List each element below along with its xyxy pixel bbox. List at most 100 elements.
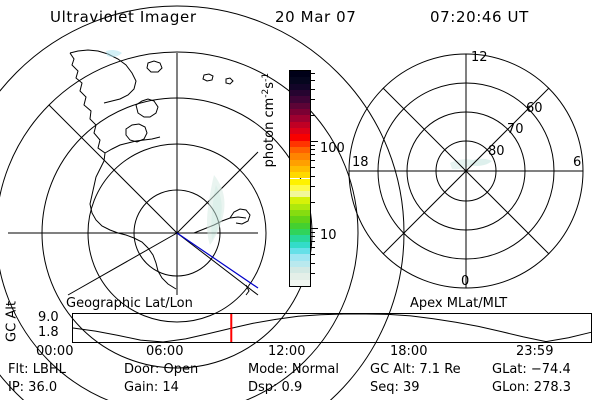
colorbar-unit-exp2: -1 <box>260 72 271 82</box>
status-door: Door: Open <box>124 362 199 377</box>
colorbar-segment <box>290 140 310 147</box>
colorbar-axis-title: photon cm-2s-1 <box>261 55 277 185</box>
colorbar-gradient <box>290 71 310 286</box>
mlt-dial-svg: 12 18 6 0 60 70 80 <box>348 50 584 289</box>
colorbar-segment <box>290 96 310 103</box>
observation-time: 07:20:46 UT <box>430 8 529 26</box>
colorbar-segment <box>290 267 310 274</box>
colorbar-tick-minor <box>311 167 315 169</box>
colorbar-tick-label-10: 10 <box>320 228 337 243</box>
colorbar-unit-main: photon cm <box>262 97 278 168</box>
colorbar-segment <box>290 102 310 109</box>
intensity-colorbar[interactable]: photon cm-2s-1 100 10 <box>258 60 345 300</box>
observation-date: 20 Mar 07 <box>275 8 357 26</box>
status-glat: GLat: −74.4 <box>492 362 571 377</box>
colorbar-segment <box>290 153 310 160</box>
colorbar-segment <box>290 178 310 185</box>
mlt-grid-spokes <box>349 54 583 288</box>
mlt-label-0: 0 <box>461 274 469 289</box>
colorbar-tick-minor <box>311 99 315 101</box>
colorbar-segment <box>290 203 310 211</box>
altitude-tick-low: 1.8 <box>38 325 59 340</box>
altitude-plot-box[interactable] <box>72 313 592 343</box>
colorbar-tick-minor <box>311 73 315 75</box>
colorbar-tick-minor <box>311 160 315 162</box>
colorbar-segment <box>290 172 310 179</box>
colorbar-segment <box>290 89 310 97</box>
coastlines <box>69 49 251 290</box>
colorbar-segment <box>290 159 310 166</box>
colorbar-swatch <box>289 70 311 287</box>
status-mode: Mode: Normal <box>248 362 339 377</box>
colorbar-tick-marks <box>311 70 319 287</box>
mlt-panel-caption: Apex MLat/MLT <box>410 296 508 311</box>
colorbar-segment <box>290 108 310 116</box>
apex-mlat-mlt-dial[interactable]: 12 18 6 0 60 70 80 <box>340 45 592 297</box>
colorbar-segment <box>290 71 310 78</box>
colorbar-segment <box>290 165 310 173</box>
status-seq: Seq: 39 <box>370 380 420 395</box>
colorbar-segment <box>290 121 310 128</box>
status-ip: IP: 36.0 <box>8 380 58 395</box>
colorbar-unit-mid: s <box>262 81 278 89</box>
mlt-label-6: 6 <box>573 155 581 170</box>
colorbar-segment <box>290 134 310 141</box>
geographic-panel-caption: Geographic Lat/Lon <box>66 296 193 311</box>
colorbar-unit-exp1: -2 <box>260 88 271 98</box>
geographic-map-svg <box>0 5 405 400</box>
colorbar-segment <box>290 248 310 255</box>
colorbar-tick-minor <box>311 273 315 275</box>
colorbar-segment <box>290 146 310 154</box>
colorbar-segment <box>290 184 310 192</box>
colorbar-tick-minor <box>311 149 315 151</box>
colorbar-segment <box>290 197 310 204</box>
colorbar-tick-major <box>311 228 318 229</box>
colorbar-segment <box>290 210 310 217</box>
altitude-trace-svg <box>72 313 592 343</box>
colorbar-segment <box>290 216 310 223</box>
orbit-altitude-section[interactable]: Geographic Lat/Lon Apex MLat/MLT GC Alt … <box>0 296 600 359</box>
colorbar-segment <box>290 229 310 236</box>
colorbar-segment <box>290 115 310 122</box>
colorbar-tick-minor <box>311 114 315 116</box>
mlt-label-12: 12 <box>471 50 488 65</box>
colorbar-tick-minor <box>311 88 315 90</box>
colorbar-segment <box>290 191 310 198</box>
colorbar-tick-minor <box>311 186 315 188</box>
colorbar-tick-minor <box>311 247 315 249</box>
colorbar-tick-minor <box>311 175 315 177</box>
colorbar-tick-minor <box>311 236 315 238</box>
colorbar-segment <box>290 235 310 242</box>
colorbar-tick-minor <box>311 231 315 233</box>
time-label-2359: 23:59 <box>516 344 554 359</box>
colorbar-segment <box>290 279 310 286</box>
mlt-label-18: 18 <box>352 155 369 170</box>
status-footer: Flt: LBHL Door: Open Mode: Normal GC Alt… <box>0 362 600 400</box>
colorbar-segment <box>290 77 310 84</box>
colorbar-tick-minor <box>311 254 315 256</box>
colorbar-segment <box>290 241 310 249</box>
colorbar-segment <box>290 273 310 280</box>
time-label-0600: 06:00 <box>146 344 184 359</box>
altitude-tick-high: 9.0 <box>38 310 59 325</box>
colorbar-segment <box>290 254 310 261</box>
header-bar: Ultraviolet Imager 20 Mar 07 07:20:46 UT <box>0 8 600 34</box>
colorbar-segment <box>290 83 310 90</box>
colorbar-segment <box>290 260 310 268</box>
geographic-polar-map[interactable] <box>0 5 405 400</box>
colorbar-tick-minor <box>311 262 315 264</box>
altitude-axis-title: GC Alt <box>4 301 20 342</box>
mlat-label-60: 60 <box>526 101 543 116</box>
colorbar-tick-major <box>311 141 318 142</box>
status-gain: Gain: 14 <box>124 380 179 395</box>
satellite-track <box>176 232 259 296</box>
geographic-graticule <box>0 5 405 400</box>
auroral-emission-overlay <box>106 49 225 245</box>
altitude-trace-line <box>72 313 592 343</box>
colorbar-tick-minor <box>311 241 315 243</box>
status-dsp: Dsp: 0.9 <box>248 380 303 395</box>
time-label-1800: 18:00 <box>390 344 428 359</box>
colorbar-tick-minor <box>311 144 315 146</box>
colorbar-segment <box>290 127 310 135</box>
mlat-label-80: 80 <box>488 144 505 159</box>
